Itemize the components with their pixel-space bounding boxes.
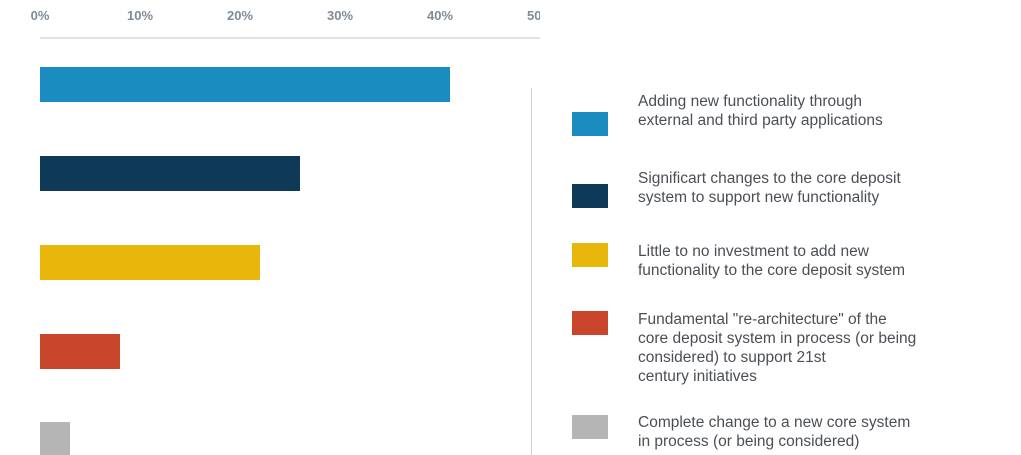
x-tick-label-5: 50% bbox=[527, 8, 540, 23]
x-tick-label-1: 10% bbox=[127, 8, 153, 23]
legend-swatch-2 bbox=[572, 243, 608, 267]
x-axis-ticks: 0% 10% 20% 30% 40% 50% bbox=[31, 8, 540, 23]
x-tick-label-3: 30% bbox=[327, 8, 353, 23]
legend-swatch-0 bbox=[572, 112, 608, 136]
legend-swatch-3 bbox=[572, 311, 608, 335]
legend-label-2: Little to no investment to add new funct… bbox=[638, 243, 906, 279]
bar-2 bbox=[40, 245, 260, 280]
bar-0 bbox=[40, 67, 450, 102]
bar-4 bbox=[40, 422, 70, 455]
bar-1 bbox=[40, 156, 300, 191]
bar-chart: 0% 10% 20% 30% 40% 50% bbox=[31, 8, 540, 455]
bar-3 bbox=[40, 334, 120, 369]
legend-label-0: Adding new functionality through externa… bbox=[638, 93, 883, 129]
x-tick-label-0: 0% bbox=[31, 8, 50, 23]
legend-label-3: Fundamental "re-architecture" of the cor… bbox=[638, 311, 917, 385]
legend-label-1: Significart changes to the core deposit … bbox=[638, 170, 901, 206]
x-tick-label-2: 20% bbox=[227, 8, 253, 23]
x-tick-label-4: 40% bbox=[427, 8, 453, 23]
bars bbox=[40, 67, 450, 455]
legend-divider bbox=[531, 88, 532, 455]
legend-swatch-1 bbox=[572, 184, 608, 208]
legend-label-4: Complete change to a new core system in … bbox=[638, 414, 911, 450]
legend-swatch-4 bbox=[572, 415, 608, 439]
